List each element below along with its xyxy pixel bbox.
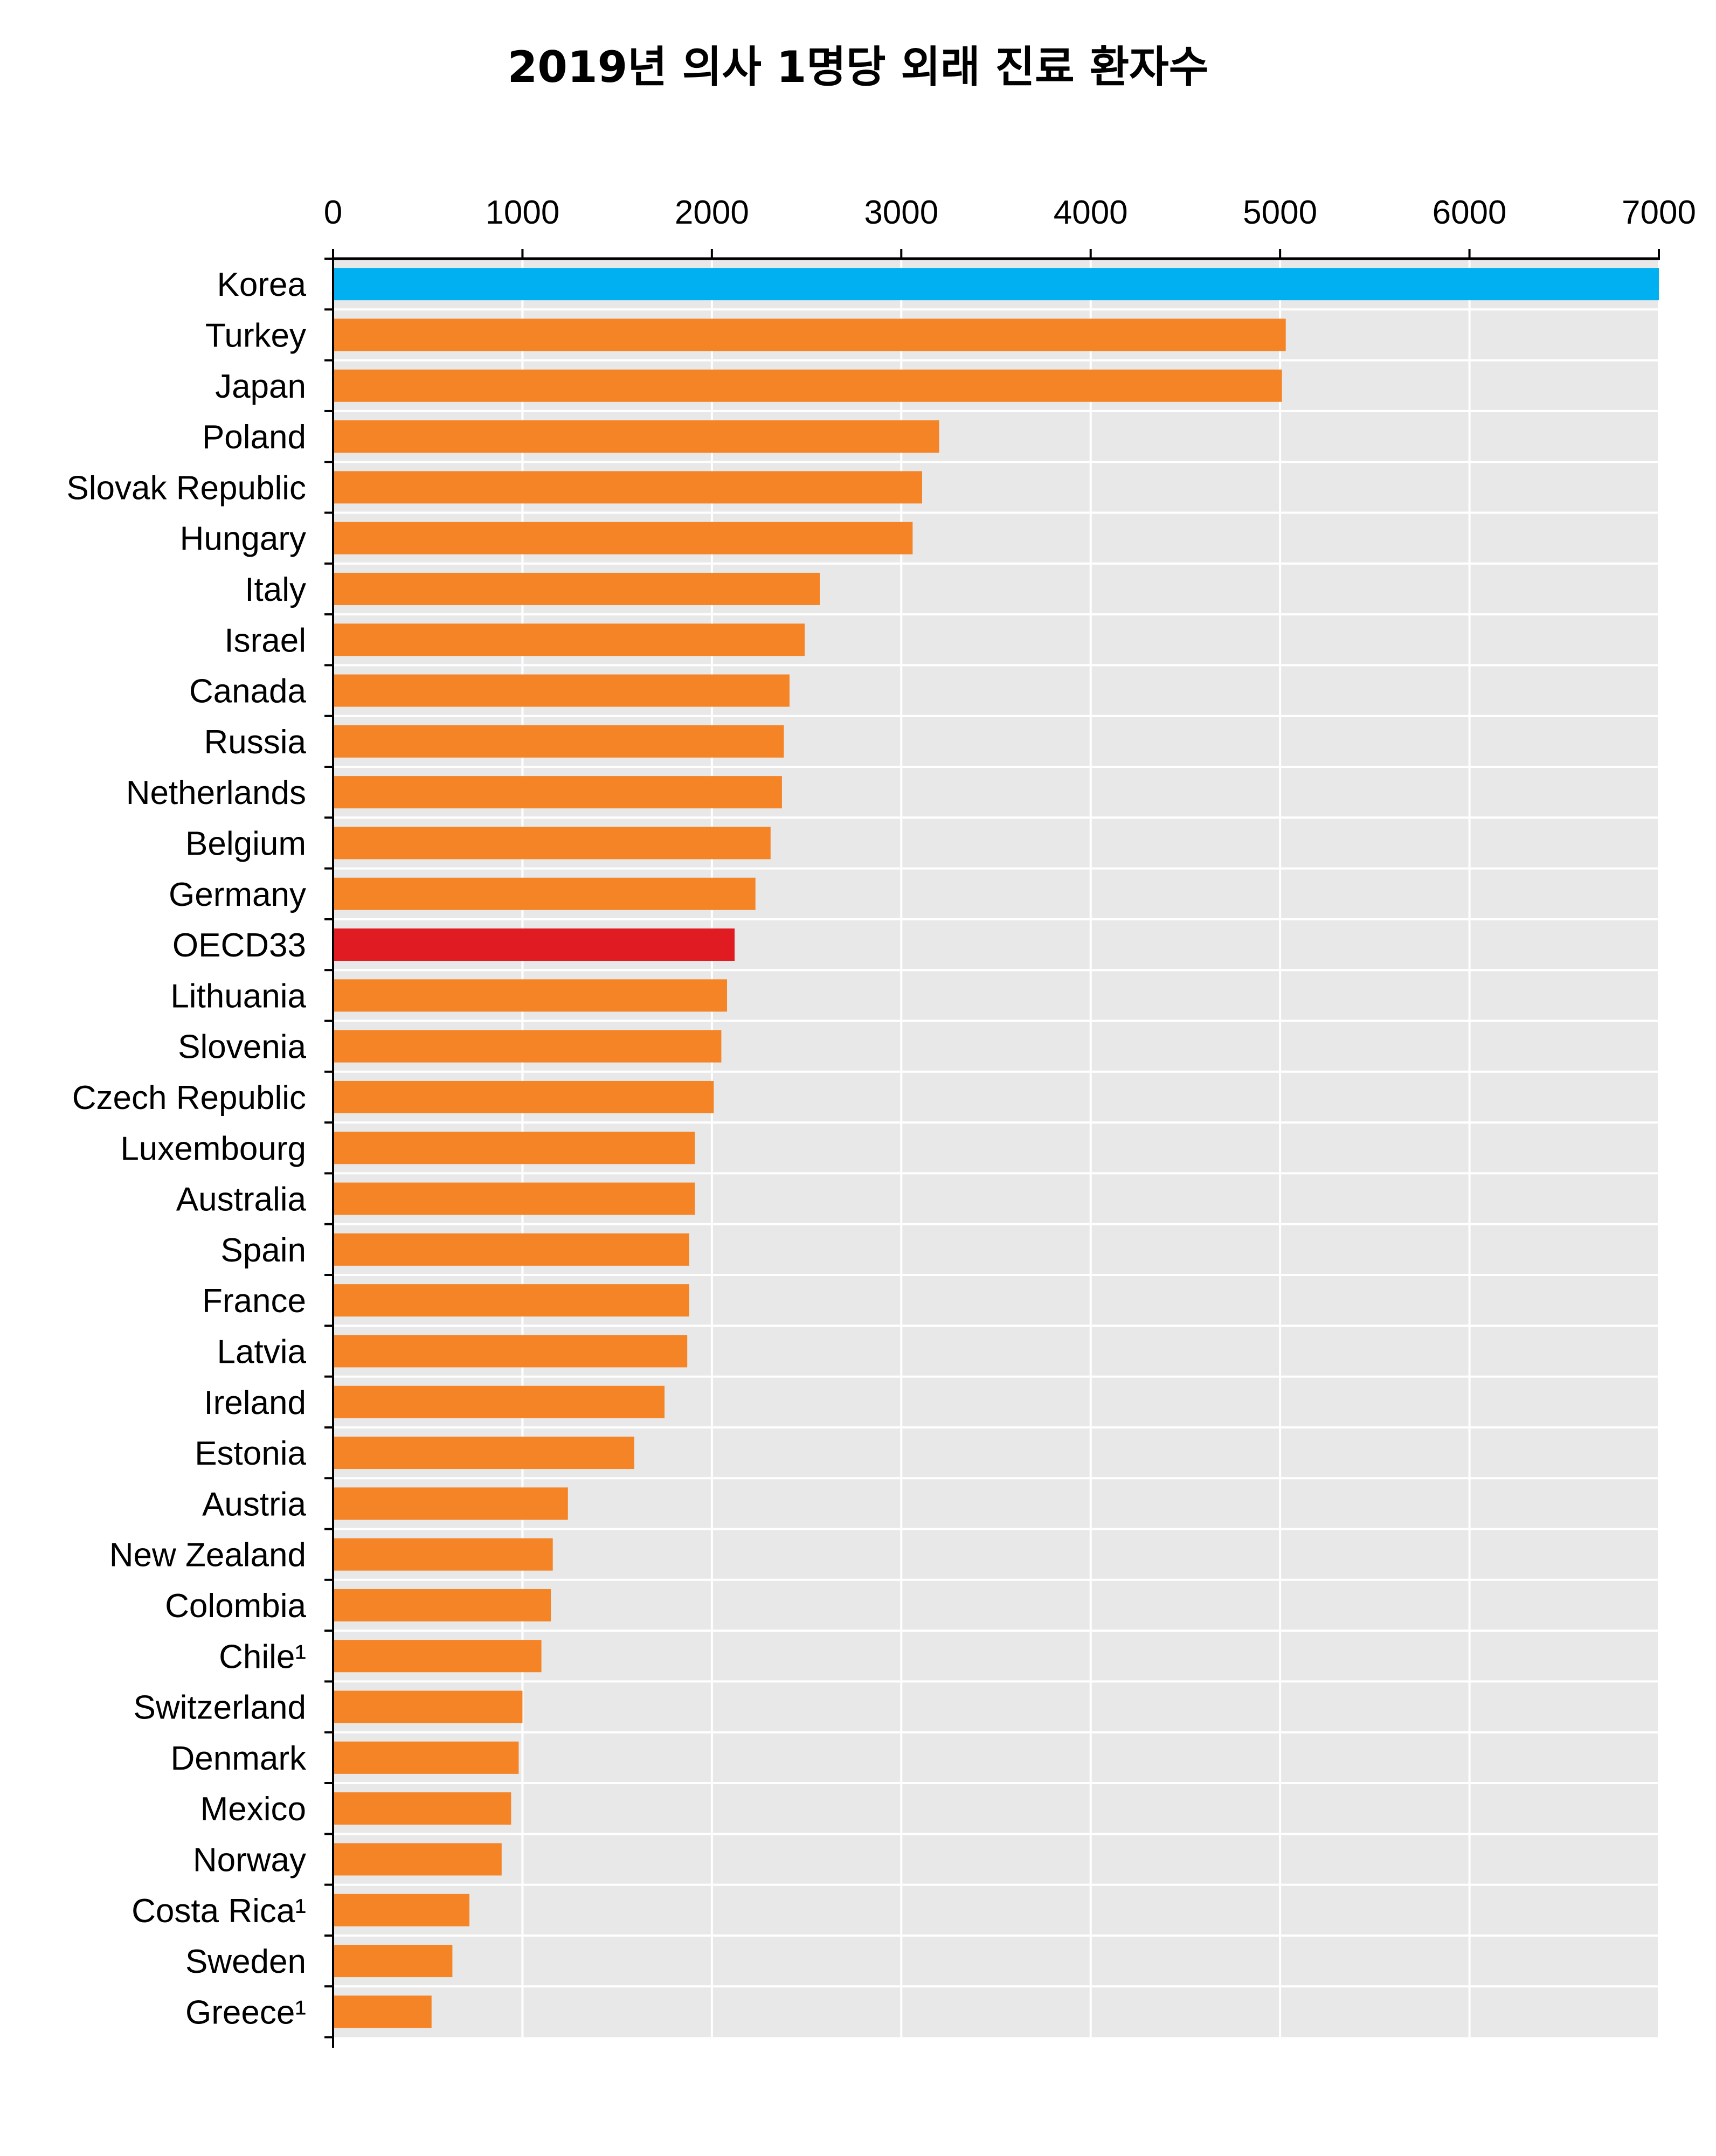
- bar-russia: [333, 725, 784, 758]
- bar-sweden: [333, 1945, 453, 1978]
- category-label: Colombia: [165, 1587, 306, 1625]
- category-label: Spain: [220, 1232, 306, 1269]
- bar-ireland: [333, 1385, 665, 1418]
- category-label: Japan: [215, 368, 306, 405]
- category-label: Denmark: [170, 1740, 307, 1777]
- x-tick-label: 5000: [1243, 194, 1317, 231]
- x-tick-labels: 0 1000 2000 3000 4000 5000 6000 7000: [324, 194, 1696, 231]
- bar-belgium: [333, 827, 771, 859]
- bars: [333, 268, 1659, 2028]
- bar-costa-rica: [333, 1894, 470, 1926]
- x-tick-label: 2000: [675, 194, 749, 231]
- x-tick-label: 0: [324, 194, 342, 231]
- bar-canada: [333, 674, 790, 707]
- chart-title: 2019년 의사 1명당 외래 진료 환자수: [507, 42, 1209, 92]
- category-label: Australia: [176, 1181, 307, 1218]
- bar-australia: [333, 1182, 695, 1215]
- category-label: Luxembourg: [120, 1130, 306, 1167]
- category-label: Norway: [193, 1841, 306, 1878]
- category-label: Estonia: [195, 1435, 306, 1472]
- category-label: Latvia: [217, 1333, 307, 1370]
- category-label: Poland: [202, 419, 306, 456]
- bar-new-zealand: [333, 1538, 553, 1571]
- x-tick-label: 4000: [1054, 194, 1128, 231]
- category-label: Turkey: [205, 317, 306, 354]
- category-label: Mexico: [200, 1791, 306, 1828]
- x-tick-label: 1000: [485, 194, 559, 231]
- bar-italy: [333, 572, 820, 605]
- bar-slovenia: [333, 1030, 722, 1063]
- bar-switzerland: [333, 1690, 523, 1723]
- bar-slovak-republic: [333, 471, 922, 504]
- bar-netherlands: [333, 776, 782, 809]
- bar-poland: [333, 420, 939, 453]
- category-label: Netherlands: [126, 774, 306, 812]
- category-label: Slovak Republic: [66, 469, 306, 507]
- category-label: Belgium: [185, 825, 306, 862]
- bar-austria: [333, 1487, 568, 1520]
- category-label: Slovenia: [178, 1029, 306, 1066]
- bar-latvia: [333, 1335, 688, 1368]
- bar-hungary: [333, 522, 913, 554]
- category-label: Costa Rica¹: [132, 1892, 306, 1930]
- bar-lithuania: [333, 979, 727, 1012]
- bar-denmark: [333, 1741, 519, 1774]
- category-label: France: [202, 1282, 306, 1320]
- bar-israel: [333, 623, 805, 656]
- bar-japan: [333, 369, 1282, 402]
- category-label: Germany: [169, 876, 306, 913]
- category-label: Greece¹: [185, 1994, 306, 2031]
- category-label: Israel: [224, 622, 306, 659]
- category-label: Lithuania: [170, 978, 306, 1015]
- x-tick-label: 3000: [864, 194, 938, 231]
- axes: [324, 249, 1660, 2048]
- x-tick-label: 6000: [1433, 194, 1507, 231]
- category-label: Canada: [189, 673, 307, 710]
- bar-greece: [333, 1995, 432, 2028]
- bar-estonia: [333, 1437, 634, 1469]
- category-label: Italy: [245, 571, 306, 608]
- bar-korea: [333, 268, 1659, 301]
- bar-czech-republic: [333, 1080, 714, 1113]
- bar-luxembourg: [333, 1132, 695, 1164]
- bar-turkey: [333, 318, 1286, 351]
- bar-chile: [333, 1640, 542, 1673]
- bar-spain: [333, 1233, 689, 1266]
- category-label: Sweden: [185, 1943, 306, 1980]
- bar-oecd33: [333, 928, 735, 961]
- category-label: Hungary: [180, 521, 306, 558]
- category-label: New Zealand: [109, 1537, 306, 1574]
- bar-mexico: [333, 1792, 511, 1825]
- category-label: Korea: [217, 266, 307, 303]
- category-label: OECD33: [172, 927, 306, 964]
- category-label: Switzerland: [134, 1689, 306, 1727]
- category-label: Russia: [204, 724, 306, 761]
- category-label: Austria: [202, 1486, 306, 1523]
- bar-france: [333, 1284, 689, 1317]
- bar-norway: [333, 1843, 502, 1876]
- category-labels: Korea Turkey Japan Poland Slovak Republic Hun…: [66, 266, 307, 2031]
- gridlines: [333, 259, 1660, 2037]
- x-tick-label: 7000: [1622, 194, 1696, 231]
- bar-colombia: [333, 1589, 551, 1621]
- category-label: Czech Republic: [72, 1079, 306, 1117]
- category-label: Chile¹: [219, 1638, 306, 1675]
- bar-germany: [333, 877, 756, 910]
- category-label: Ireland: [204, 1384, 306, 1422]
